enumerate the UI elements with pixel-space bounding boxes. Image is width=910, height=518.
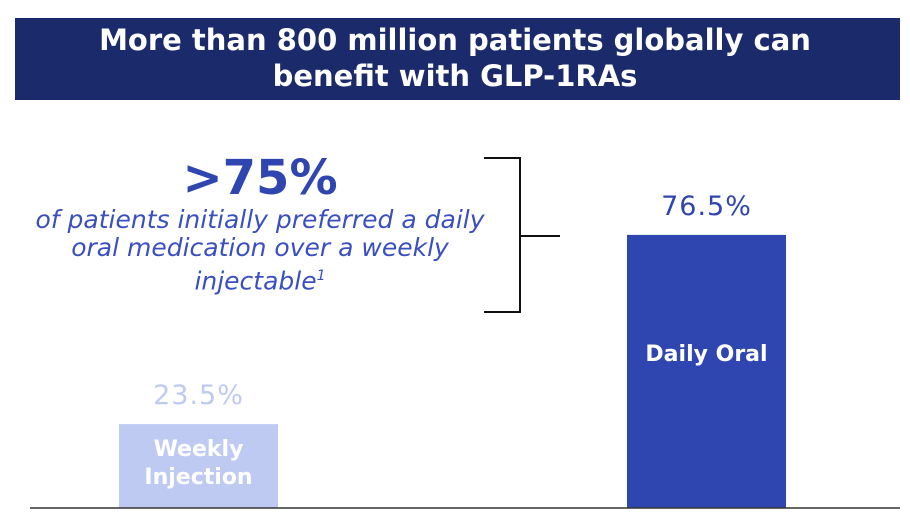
category-label: Daily Oral [645, 341, 768, 367]
annotation-text: of patients initially preferred a daily … [25, 205, 495, 296]
value-label: 76.5% [661, 191, 752, 222]
category-label: Weekly Injection [144, 437, 253, 491]
bracket [484, 157, 560, 313]
bar [627, 234, 786, 508]
value-label: 23.5% [153, 380, 244, 411]
bar [119, 424, 278, 508]
annotation-headline: >75% [182, 150, 338, 206]
header-band [15, 18, 900, 100]
annotation-body: of patients initially preferred a daily … [35, 205, 485, 296]
chart-title: More than 800 million patients globally … [99, 23, 811, 93]
footnote-mark: 1 [316, 268, 326, 284]
